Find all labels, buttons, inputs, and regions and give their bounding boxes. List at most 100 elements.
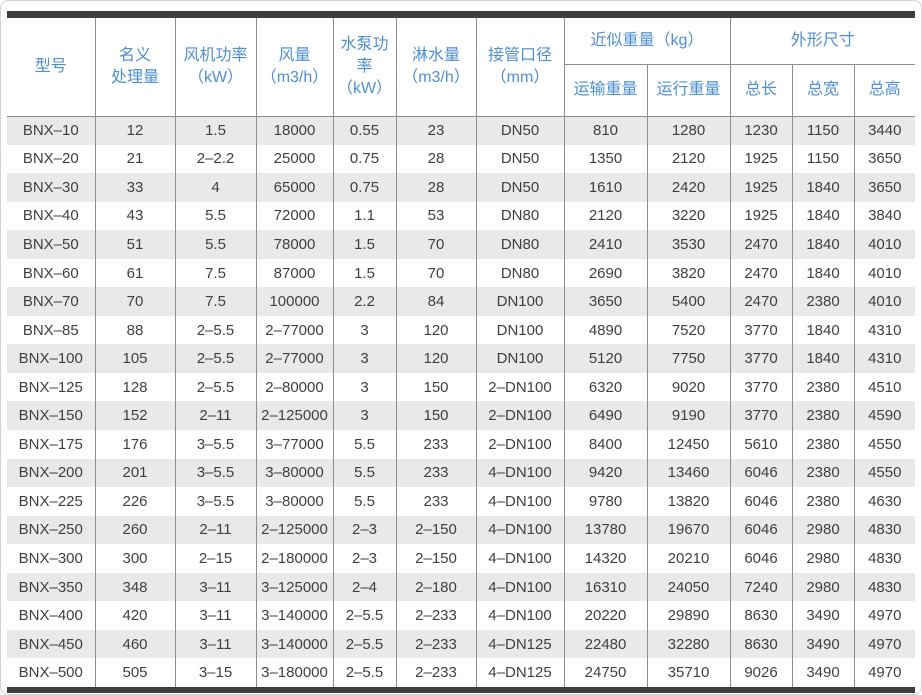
cell-model: BNX–250 (18, 521, 83, 539)
cell-nominal-capacity: 21 (94, 144, 175, 174)
cell-pump-power: 1.5 (332, 230, 396, 259)
cell-pump-power: 5.5 (332, 458, 396, 488)
cell-pump-power: 2.2 (332, 287, 396, 316)
cell-air-flow: 2–77000 (255, 315, 333, 345)
cell-fan-power: 2–15 (174, 544, 256, 573)
cell-pump-power: 5.5 (332, 487, 396, 516)
table-row: BNX–350 348 3–11 3–125000 2–4 2–180 4–DN100 163… (7, 572, 916, 602)
cell-transport-weight: 22480 (563, 629, 647, 659)
cell-pipe-diameter: 2–DN100 (475, 430, 564, 459)
cell-model: BNX–100 (18, 350, 83, 368)
header-total-length: 总长 (729, 64, 792, 116)
cell-model: BNX–40 (22, 207, 79, 225)
cell-total-width: 2980 (791, 544, 854, 573)
cell-pump-power: 1.1 (332, 201, 396, 231)
table-row: BNX–60 61 7.5 87000 1.5 70 DN80 2690 3820 2470 184… (7, 258, 916, 288)
table-row: BNX–125 128 2–5.5 2–80000 3 150 2–DN100 6320 902… (7, 372, 916, 402)
cell-total-height: 4310 (853, 344, 916, 373)
cell-air-flow: 3–140000 (255, 601, 333, 630)
cell-model: BNX–60 (22, 264, 79, 282)
cell-model: BNX–85 (22, 321, 79, 339)
cell-operating-weight: 29890 (646, 601, 730, 630)
header-dimensions-group: 外形尺寸 (729, 18, 916, 65)
cell-transport-weight: 20220 (563, 601, 647, 630)
cell-pump-power: 0.55 (332, 116, 396, 145)
cell-pipe-diameter: 4–DN100 (475, 601, 564, 630)
cell-operating-weight: 2120 (646, 144, 730, 174)
cell-total-length: 3770 (729, 401, 792, 431)
cell-total-width: 3490 (791, 601, 854, 630)
cell-spray-water: 2–150 (395, 515, 476, 545)
cell-air-flow: 18000 (255, 116, 333, 145)
cell-transport-weight: 16310 (563, 572, 647, 602)
cell-operating-weight: 2420 (646, 173, 730, 202)
cell-transport-weight: 810 (563, 116, 647, 145)
cell-total-height: 4010 (853, 258, 916, 288)
cell-pump-power: 2–3 (332, 515, 396, 545)
cell-fan-power: 3–5.5 (174, 458, 256, 488)
cell-pipe-diameter: DN100 (475, 315, 564, 345)
cell-transport-weight: 2120 (563, 201, 647, 231)
cell-pipe-diameter: DN50 (475, 116, 564, 145)
cell-total-length: 6046 (729, 515, 792, 545)
header-air-flow: 风量 （m3/h） (255, 18, 333, 116)
cell-operating-weight: 3220 (646, 201, 730, 231)
cell-air-flow: 87000 (255, 258, 333, 288)
cell-spray-water: 84 (395, 287, 476, 316)
header-fan-power: 风机功率 （kW） (174, 18, 256, 116)
spec-table: 型号 名义 处理量 风机功率 （kW） 风量 （m3/h） 水泵功率 （kW） … (7, 18, 916, 687)
cell-total-height: 3650 (853, 173, 916, 202)
cell-fan-power: 2–5.5 (174, 344, 256, 373)
cell-fan-power: 7.5 (174, 258, 256, 288)
cell-pipe-diameter: 4–DN100 (475, 544, 564, 573)
cell-transport-weight: 9780 (563, 487, 647, 516)
cell-total-width: 3490 (791, 629, 854, 659)
cell-pump-power: 2–5.5 (332, 629, 396, 659)
cell-nominal-capacity: 128 (94, 372, 175, 402)
cell-transport-weight: 1350 (563, 144, 647, 174)
table-row: BNX–300 300 2–15 2–180000 2–3 2–150 4–DN100 143… (7, 544, 916, 573)
header-model: 型号 (7, 18, 95, 116)
cell-operating-weight: 1280 (646, 116, 730, 145)
cell-total-length: 5610 (729, 430, 792, 459)
cell-pipe-diameter: DN50 (475, 173, 564, 202)
cell-fan-power: 3–11 (174, 601, 256, 630)
cell-pump-power: 3 (332, 372, 396, 402)
cell-operating-weight: 13460 (646, 458, 730, 488)
cell-total-height: 4550 (853, 430, 916, 459)
cell-model: BNX–150 (18, 407, 83, 425)
cell-total-height: 3840 (853, 201, 916, 231)
cell-model: BNX–200 (18, 464, 83, 482)
cell-nominal-capacity: 460 (94, 629, 175, 659)
cell-operating-weight: 20210 (646, 544, 730, 573)
cell-air-flow: 100000 (255, 287, 333, 316)
cell-spray-water: 120 (395, 344, 476, 373)
cell-transport-weight: 2690 (563, 258, 647, 288)
cell-spray-water: 2–233 (395, 601, 476, 630)
cell-total-height: 4970 (853, 629, 916, 659)
cell-total-width: 2380 (791, 430, 854, 459)
cell-air-flow: 2–125000 (255, 401, 333, 431)
cell-nominal-capacity: 152 (94, 401, 175, 431)
cell-transport-weight: 4890 (563, 315, 647, 345)
cell-total-length: 3770 (729, 315, 792, 345)
cell-model: BNX–30 (22, 178, 79, 196)
cell-air-flow: 3–80000 (255, 487, 333, 516)
cell-total-length: 8630 (729, 601, 792, 630)
table-row: BNX–200 201 3–5.5 3–80000 5.5 233 4–DN100 9420 1… (7, 458, 916, 488)
cell-nominal-capacity: 61 (94, 258, 175, 288)
cell-total-width: 1840 (791, 230, 854, 259)
table-row: BNX–10 12 1.5 18000 0.55 23 DN50 810 1280 1230 115… (7, 116, 916, 145)
cell-fan-power: 1.5 (174, 116, 256, 145)
table-row: BNX–20 21 2–2.2 25000 0.75 28 DN50 1350 2120 1925… (7, 144, 916, 174)
cell-model: BNX–70 (22, 293, 79, 311)
cell-spray-water: 150 (395, 401, 476, 431)
cell-total-height: 3650 (853, 144, 916, 174)
cell-transport-weight: 3650 (563, 287, 647, 316)
table-row: BNX–225 226 3–5.5 3–80000 5.5 233 4–DN100 9780 1… (7, 487, 916, 516)
header-nominal-capacity: 名义 处理量 (94, 18, 175, 116)
cell-transport-weight: 6320 (563, 372, 647, 402)
cell-pipe-diameter: DN100 (475, 344, 564, 373)
cell-pump-power: 2–3 (332, 544, 396, 573)
cell-total-length: 6046 (729, 544, 792, 573)
